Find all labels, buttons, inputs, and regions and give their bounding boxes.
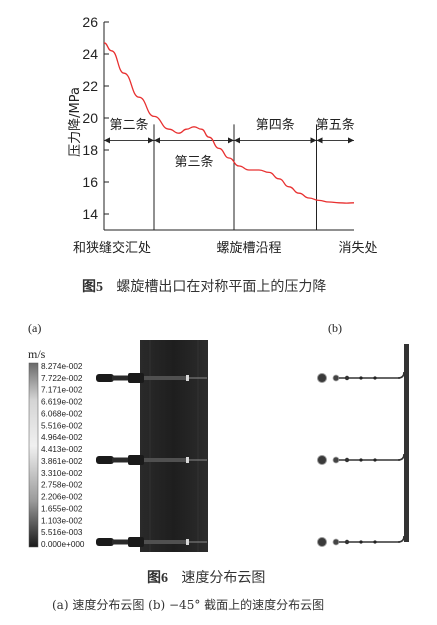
nozzle-highlight: [186, 457, 189, 463]
colorbar-tick-label: 5.516e-002: [41, 421, 83, 430]
section-slit: [404, 344, 409, 542]
y-tick-label: 20: [82, 110, 98, 126]
colorbar-tick-label: 4.964e-002: [41, 433, 83, 442]
chart-y-ticks: 14 16 18 20 22 24 26: [82, 14, 109, 222]
y-tick-label: 26: [82, 14, 98, 30]
y-axis-title: 压力降/MPa: [68, 87, 83, 157]
figure6-caption: 图6 速度分布云图: [147, 567, 265, 587]
colorbar-ticks: 8.274e-002 7.722e-002 7.171e-002 6.619e-002…: [41, 362, 85, 549]
colorbar-tick-label: 7.171e-002: [41, 386, 83, 395]
section-elbow: [397, 371, 405, 379]
arrowhead: [234, 137, 240, 144]
nozzle-cap: [96, 374, 114, 382]
colorbar-tick-label: 3.861e-002: [41, 457, 83, 466]
colorbar-tick-label: 6.068e-002: [41, 409, 83, 418]
y-tick-label: 22: [82, 78, 98, 94]
x-label: 螺旋槽沿程: [216, 241, 281, 256]
dark-column: [140, 340, 208, 552]
chart-x-labels: 和狭缝交汇处 螺旋槽沿程 消失处: [73, 240, 378, 256]
y-tick-label: 16: [82, 174, 98, 190]
section-node-large: [317, 373, 327, 383]
y-tick-label: 24: [82, 46, 98, 62]
figure5-title: 螺旋槽出口在对称平面上的压力降: [116, 279, 327, 295]
section-node-large: [317, 455, 327, 465]
arrowhead: [148, 137, 154, 144]
y-tick-label: 18: [82, 142, 98, 158]
section-elbow: [397, 453, 405, 461]
section-view-panel-b: [317, 344, 409, 547]
section-dot: [359, 540, 363, 544]
section-elbow: [397, 535, 405, 543]
colorbar-tick-label: 1.103e-002: [41, 516, 83, 525]
chart-axes: [103, 22, 354, 231]
nozzle-highlight: [186, 539, 189, 545]
segment-label: 第四条: [256, 117, 295, 133]
section-node: [332, 374, 340, 382]
nozzles-panel-a: [96, 373, 207, 547]
colorbar-tick-label: 2.758e-002: [41, 481, 83, 490]
nozzle-highlight: [186, 375, 189, 381]
arrowhead: [316, 137, 323, 144]
nozzle-channel: [144, 540, 188, 544]
segment-label: 第三条: [174, 154, 213, 170]
nozzle-channel: [144, 458, 188, 462]
nozzle-body: [128, 373, 144, 383]
colorbar-unit: m/s: [28, 347, 46, 361]
pressure-curve: [103, 42, 355, 204]
segment-label: 第五条: [316, 117, 355, 133]
x-label: 消失处: [338, 241, 377, 256]
column-highlights: [149, 340, 199, 552]
figure5-caption: 图5 螺旋槽出口在对称平面上的压力降: [82, 276, 326, 296]
y-tick-label: 14: [82, 206, 98, 222]
panel-b-label: (b): [328, 321, 342, 335]
arrowhead: [154, 137, 160, 144]
colorbar-tick-label: 6.619e-002: [41, 398, 83, 407]
arrowhead: [228, 137, 234, 144]
section-dot: [373, 376, 377, 380]
velocity-contour-figure: m/s 8.274e-002 7.722e-002 7.171e-002 6.619e…: [28, 340, 409, 552]
colorbar-tick-label: 8.274e-002: [41, 362, 83, 371]
colorbar-tick-label: 1.655e-002: [41, 504, 83, 513]
pressure-series-line: [103, 42, 355, 204]
section-dot: [359, 376, 363, 380]
section-node-large: [317, 537, 327, 547]
colorbar-tick-label: 2.206e-002: [41, 493, 83, 502]
arrowhead: [104, 137, 110, 144]
colorbar-tick-label: 3.310e-002: [41, 469, 83, 478]
colorbar: [28, 362, 39, 548]
colorbar-tick-label: 4.413e-002: [41, 445, 83, 454]
nozzle-cap: [96, 456, 114, 464]
section-dot: [359, 458, 363, 462]
arrowhead: [348, 137, 354, 144]
section-node: [332, 538, 340, 546]
nozzle-cap: [96, 538, 114, 546]
nozzle-body: [128, 455, 144, 465]
colorbar-tick-label: 5.516e-003: [41, 528, 83, 537]
colorbar-tick-label: 7.722e-002: [41, 374, 83, 383]
figure5-number: 图5: [82, 280, 103, 295]
figure6-number: 图6: [147, 571, 168, 586]
segment-label: 第二条: [109, 117, 148, 133]
figure6-subcaption: (a) 速度分布云图 (b) −45° 截面上的速度分布云图: [52, 598, 325, 612]
colorbar-tick-label: 0.000e+000: [41, 540, 85, 549]
arrowhead: [310, 137, 317, 144]
panel-a-label: (a): [28, 321, 42, 335]
nozzle-channel: [144, 376, 188, 380]
section-dot: [373, 458, 377, 462]
segment-boundaries: [104, 124, 354, 230]
x-label: 和狭缝交汇处: [73, 240, 151, 256]
nozzle-body: [128, 537, 144, 547]
section-node: [332, 456, 340, 464]
figure6-title: 速度分布云图: [181, 570, 266, 586]
section-dot: [373, 540, 377, 544]
